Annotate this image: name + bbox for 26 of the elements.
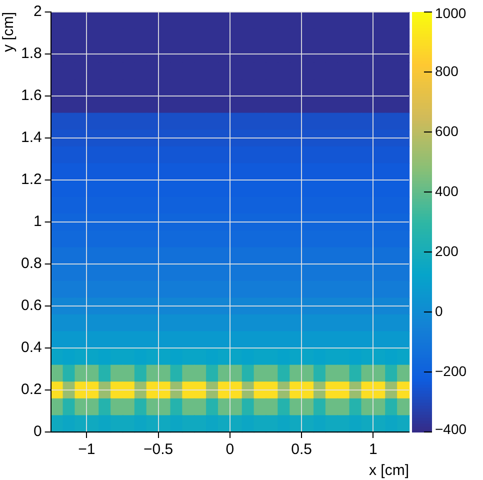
color-bar-label: 800 xyxy=(435,62,459,79)
x-tick-label: −0.5 xyxy=(143,441,174,458)
x-tick-label: 1 xyxy=(369,441,378,458)
color-bar-label: −400 xyxy=(435,420,467,437)
x-tick-label: 0 xyxy=(226,441,234,458)
color-bar-label: 1000 xyxy=(435,4,466,21)
y-tick-label: 1.4 xyxy=(20,129,42,146)
x-axis-title: x [cm] xyxy=(369,462,409,480)
y-tick-label: 0.2 xyxy=(20,381,42,398)
y-tick-label: 1.8 xyxy=(20,45,42,62)
color-bar-label: −200 xyxy=(435,362,467,379)
y-tick-label: 0 xyxy=(34,423,42,440)
y-tick-label: 1.2 xyxy=(20,171,42,188)
y-tick-label: 0.6 xyxy=(20,297,42,314)
y-tick-label: 0.4 xyxy=(20,339,42,356)
x-tick-label: 0.5 xyxy=(291,441,312,458)
y-tick-label: 2 xyxy=(34,3,42,20)
color-bar-label: 600 xyxy=(435,122,459,139)
y-axis-title: y [cm] xyxy=(0,12,18,52)
color-bar-label: 400 xyxy=(435,182,459,199)
color-bar-label: 0 xyxy=(435,302,443,319)
color-bar-label: 200 xyxy=(435,242,459,259)
y-tick-label: 1 xyxy=(34,213,42,230)
y-tick-label: 1.6 xyxy=(20,87,42,104)
x-tick-label: −1 xyxy=(78,441,96,458)
y-tick-label: 0.8 xyxy=(20,255,42,272)
